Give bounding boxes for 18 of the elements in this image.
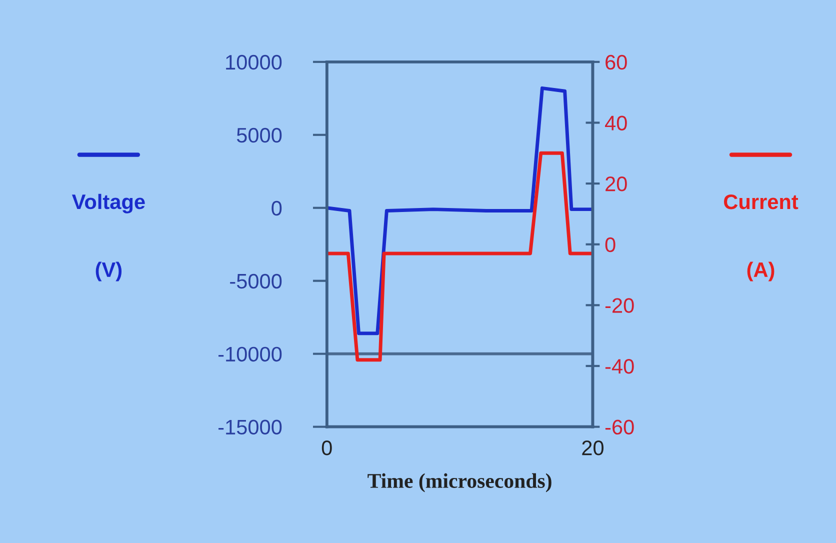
y2-tick-label: 40 [605,116,627,130]
y-tick-label: 0 [272,200,282,216]
text: (A) [747,262,774,282]
y2-tick-label: -60 [605,420,634,435]
y2-tick-label: 20 [606,176,627,192]
y2-tick-label: 60 [606,54,627,70]
text: Voltage [72,194,145,214]
y2-tick-label: -40 [605,358,634,374]
y2-tick-label: -20 [605,298,634,313]
y-tick-label: 5000 [236,128,282,143]
x-axis-title: Time (microseconds) [368,473,552,492]
y-tick-label: -15000 [218,420,282,435]
y-tick-label: -5000 [230,274,282,289]
y2-tick-label: 0 [605,237,616,252]
y-tick-label: -10000 [218,346,282,362]
text: (V) [96,262,122,282]
text: Current [724,194,798,210]
y-tick-label: 10000 [226,54,282,70]
